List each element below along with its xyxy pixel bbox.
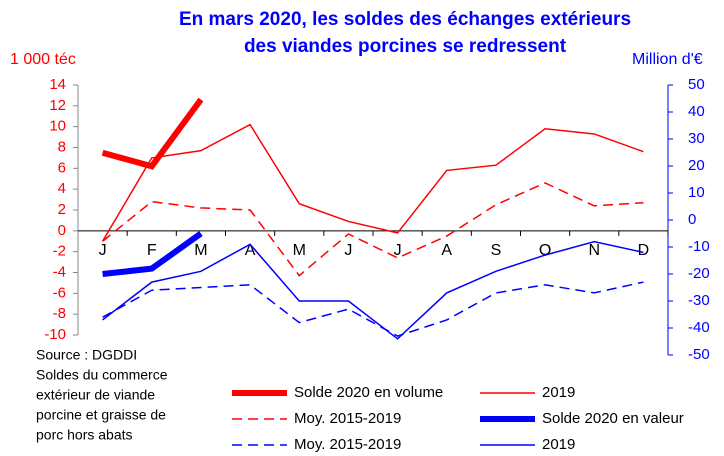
y2-tick-label: -10	[688, 238, 710, 255]
x-tick-label: J	[344, 242, 352, 259]
source-note: Soldes du commerce	[36, 367, 168, 383]
x-tick-label: A	[245, 242, 256, 259]
x-tick-label: D	[638, 242, 650, 259]
series-line	[102, 182, 644, 277]
y2-tick-label: -50	[688, 346, 710, 363]
y-tick-label: 2	[58, 201, 66, 218]
source-note: Source : DGDDI	[36, 347, 137, 363]
y2-tick-label: 40	[688, 103, 705, 120]
y-tick-label: 14	[49, 76, 66, 93]
legend-label: Moy. 2015-2019	[294, 436, 401, 453]
source-note: porc hors abats	[36, 427, 133, 443]
legend-label: 2019	[542, 436, 575, 453]
source-note: extérieur de viande	[36, 387, 155, 403]
y2-tick-label: 30	[688, 130, 705, 147]
series-line	[102, 231, 203, 277]
y2-tick-label: -40	[688, 319, 710, 336]
y2-tick-label: 10	[688, 184, 705, 201]
y-tick-label: -8	[53, 305, 66, 322]
x-tick-label: S	[491, 242, 502, 259]
y-tick-label: 12	[49, 97, 66, 114]
y-tick-label: 0	[58, 222, 66, 239]
y-tick-label: 10	[49, 118, 66, 135]
chart-title: En mars 2020, les soldes des échanges ex…	[179, 9, 631, 30]
y-tick-label: 6	[58, 159, 66, 176]
y-tick-label: 8	[58, 138, 66, 155]
series-line	[101, 97, 204, 170]
x-tick-label: N	[588, 242, 600, 259]
y2-tick-label: 50	[688, 76, 705, 93]
y-tick-label: -10	[44, 326, 66, 343]
legend-label: Solde 2020 en volume	[294, 384, 443, 401]
legend-label: 2019	[542, 384, 575, 401]
legend-label: Solde 2020 en valeur	[542, 410, 684, 427]
y-tick-label: 4	[58, 180, 66, 197]
y2-tick-label: 0	[688, 211, 696, 228]
series-line	[101, 123, 644, 242]
y2-tick-label: 20	[688, 157, 705, 174]
x-tick-label: J	[99, 242, 107, 259]
y-tick-label: -6	[53, 284, 66, 301]
x-tick-label: F	[147, 242, 157, 259]
legend-label: Moy. 2015-2019	[294, 410, 401, 427]
x-tick-label: M	[194, 242, 207, 259]
chart-title: des viandes porcines se redressent	[244, 36, 567, 57]
y-axis-label: 1 000 téc	[10, 51, 76, 68]
y2-tick-label: -30	[688, 292, 710, 309]
y2-axis-label: Million d'€	[632, 51, 703, 68]
x-tick-label: M	[293, 242, 306, 259]
y-tick-label: -4	[53, 263, 66, 280]
x-tick-label: A	[441, 242, 452, 259]
series-line	[102, 281, 644, 337]
source-note: porcine et graisse de	[36, 407, 166, 423]
y2-tick-label: -20	[688, 265, 710, 282]
x-tick-label: J	[394, 242, 402, 259]
y-tick-label: -2	[53, 243, 66, 260]
series-line	[102, 240, 644, 340]
